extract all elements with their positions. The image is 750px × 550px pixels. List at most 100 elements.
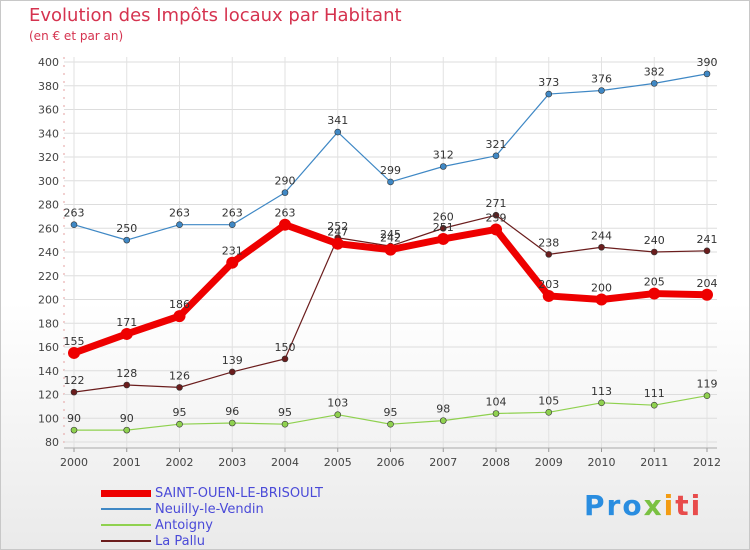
x-tick-label: 2003: [218, 456, 246, 469]
x-tick-label: 2000: [60, 456, 88, 469]
data-label: 241: [697, 233, 718, 246]
data-label: 200: [591, 282, 612, 295]
legend-item: La Pallu: [101, 533, 401, 549]
legend-item: Antoigny: [101, 517, 401, 533]
legend-label: La Pallu: [155, 533, 206, 549]
data-label: 119: [697, 378, 718, 391]
data-point: [279, 218, 291, 231]
data-label: 155: [64, 335, 85, 348]
data-label: 376: [591, 73, 612, 86]
data-point: [281, 189, 289, 196]
data-label: 96: [225, 405, 239, 418]
data-point: [545, 251, 553, 258]
data-label: 245: [380, 228, 401, 241]
y-tick-label: 320: [38, 151, 59, 164]
data-label: 122: [64, 374, 85, 387]
data-label: 103: [327, 397, 348, 410]
data-point: [703, 70, 711, 78]
data-point: [176, 420, 183, 428]
chart-title: Evolution des Impôts locaux par Habitant: [29, 5, 402, 26]
y-tick-label: 280: [38, 199, 59, 212]
legend-label: SAINT-OUEN-LE-BRISOULT: [155, 485, 323, 501]
data-label: 205: [644, 276, 665, 289]
data-point: [650, 401, 658, 409]
data-point: [123, 236, 131, 244]
legend: SAINT-OUEN-LE-BRISOULT Neuilly-le-Vendin A…: [101, 485, 401, 549]
y-tick-label: 200: [38, 294, 59, 307]
data-point: [598, 399, 605, 407]
y-tick-label: 340: [38, 127, 59, 140]
y-tick-label: 360: [38, 104, 59, 117]
data-point: [598, 243, 605, 251]
data-label: 240: [644, 234, 665, 247]
legend-label: Neuilly-le-Vendin: [155, 501, 264, 517]
data-label: 98: [436, 403, 450, 416]
data-point: [331, 237, 344, 250]
data-label: 113: [591, 385, 612, 398]
data-label: 95: [278, 406, 292, 419]
legend-item: SAINT-OUEN-LE-BRISOULT: [101, 485, 401, 501]
data-label: 244: [591, 229, 612, 242]
data-label: 242: [380, 232, 401, 245]
data-label: 203: [538, 278, 559, 291]
data-point: [650, 80, 658, 87]
data-point: [598, 87, 605, 94]
data-label: 263: [169, 207, 190, 220]
data-point: [226, 256, 239, 269]
data-label: 238: [538, 236, 559, 249]
data-label: 90: [67, 412, 81, 425]
data-label: 90: [120, 412, 134, 425]
data-point: [228, 419, 236, 427]
data-label: 104: [486, 396, 507, 409]
data-point: [384, 243, 397, 256]
data-label: 126: [169, 369, 190, 382]
y-tick-label: 120: [38, 389, 59, 402]
data-label: 321: [486, 138, 507, 151]
data-point: [492, 211, 500, 219]
data-point: [650, 248, 658, 256]
data-point: [439, 163, 447, 170]
data-label: 111: [644, 387, 665, 400]
data-point: [334, 128, 342, 136]
data-point: [387, 178, 394, 186]
data-label: 312: [433, 149, 454, 162]
data-point: [439, 417, 447, 424]
x-tick-label: 2002: [166, 456, 194, 469]
data-label: 263: [222, 207, 243, 220]
data-label: 263: [64, 207, 85, 220]
data-label: 150: [275, 341, 296, 354]
data-label: 290: [275, 175, 296, 188]
data-point: [70, 221, 78, 228]
data-label: 128: [116, 367, 137, 380]
x-tick-label: 2007: [429, 456, 457, 469]
data-point: [437, 232, 450, 245]
x-tick-label: 2009: [535, 456, 563, 469]
data-point: [228, 221, 236, 228]
x-tick-label: 2006: [377, 456, 405, 469]
data-point: [492, 410, 500, 417]
y-tick-label: 260: [38, 222, 59, 235]
data-point: [648, 287, 661, 300]
data-point: [173, 310, 186, 323]
data-point: [545, 409, 553, 416]
y-tick-label: 300: [38, 175, 59, 188]
data-point: [123, 426, 131, 434]
x-tick-label: 2001: [113, 456, 141, 469]
data-point: [281, 355, 289, 363]
data-point: [703, 247, 711, 255]
data-point: [701, 288, 713, 301]
data-point: [120, 327, 133, 340]
chart-subtitle: (en € et par an): [29, 29, 124, 43]
data-point: [70, 388, 78, 396]
y-tick-label: 140: [38, 365, 59, 378]
data-point: [176, 384, 183, 391]
data-label: 204: [697, 277, 718, 290]
data-point: [545, 90, 553, 98]
legend-swatch: [101, 540, 151, 542]
data-point: [68, 346, 80, 359]
y-tick-label: 100: [38, 412, 59, 425]
data-label: 247: [327, 226, 348, 239]
y-tick-label: 80: [45, 436, 59, 449]
